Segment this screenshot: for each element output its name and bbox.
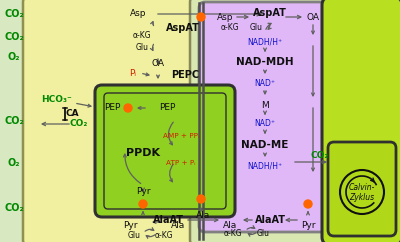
Text: α-KG: α-KG [133, 30, 151, 39]
Text: NAD⁺: NAD⁺ [254, 78, 276, 88]
Text: O₂: O₂ [8, 158, 20, 168]
Text: CO₂: CO₂ [70, 120, 88, 129]
Text: AMP + PPᵢ: AMP + PPᵢ [163, 133, 199, 139]
Text: Glu: Glu [136, 44, 148, 53]
Text: CO₂: CO₂ [4, 116, 24, 126]
Text: AspAT: AspAT [253, 8, 287, 18]
FancyBboxPatch shape [322, 0, 400, 242]
Text: OA: OA [152, 59, 164, 68]
FancyBboxPatch shape [23, 0, 281, 242]
Text: AlaAT: AlaAT [152, 215, 184, 225]
Text: Ala: Ala [171, 221, 185, 230]
Text: PEP: PEP [159, 104, 175, 113]
Text: Pyr: Pyr [136, 188, 150, 197]
Text: NAD⁺: NAD⁺ [254, 120, 276, 129]
Text: AspAT: AspAT [166, 23, 200, 33]
FancyBboxPatch shape [95, 85, 235, 217]
Text: NADH/H⁺: NADH/H⁺ [248, 38, 282, 46]
Text: Calvin-: Calvin- [349, 182, 375, 191]
Text: Glu: Glu [250, 23, 262, 32]
Text: NADH/H⁺: NADH/H⁺ [248, 161, 282, 171]
Text: α-KG: α-KG [155, 232, 173, 241]
Text: Zyklus: Zyklus [350, 192, 374, 202]
Text: M: M [261, 100, 269, 109]
Circle shape [124, 104, 132, 112]
Text: NAD-ME: NAD-ME [241, 140, 289, 150]
Text: AlaAT: AlaAT [254, 215, 286, 225]
Text: CO₂: CO₂ [4, 32, 24, 42]
Text: Asp: Asp [130, 9, 146, 18]
Circle shape [197, 13, 205, 21]
Text: α-KG: α-KG [221, 23, 239, 32]
FancyBboxPatch shape [190, 0, 400, 242]
Text: CO₂: CO₂ [4, 9, 24, 19]
Text: Pyr: Pyr [301, 221, 315, 230]
Text: HCO₃⁻: HCO₃⁻ [42, 96, 72, 105]
Text: Glu: Glu [256, 229, 270, 239]
Circle shape [304, 200, 312, 208]
FancyBboxPatch shape [199, 2, 329, 232]
Text: α-KG: α-KG [224, 229, 242, 239]
Text: CO₂: CO₂ [311, 151, 329, 160]
Circle shape [197, 195, 205, 203]
Text: NAD-MDH: NAD-MDH [236, 57, 294, 67]
Text: ATP + Pᵢ: ATP + Pᵢ [166, 160, 196, 166]
Text: CO₂: CO₂ [4, 203, 24, 213]
FancyBboxPatch shape [328, 142, 396, 236]
Text: Pᵢ: Pᵢ [130, 68, 136, 77]
Text: Ala: Ala [196, 211, 210, 219]
Text: Asp: Asp [217, 13, 233, 22]
Text: CA: CA [65, 109, 79, 119]
Text: PEP: PEP [104, 104, 120, 113]
Text: PEPC: PEPC [171, 70, 199, 80]
Text: PPDK: PPDK [126, 148, 160, 158]
Circle shape [139, 200, 147, 208]
Text: O₂: O₂ [8, 52, 20, 62]
Text: OA: OA [306, 13, 320, 22]
Text: Pyr: Pyr [123, 221, 137, 230]
Text: Glu: Glu [128, 232, 140, 241]
Text: Ala: Ala [223, 221, 237, 230]
